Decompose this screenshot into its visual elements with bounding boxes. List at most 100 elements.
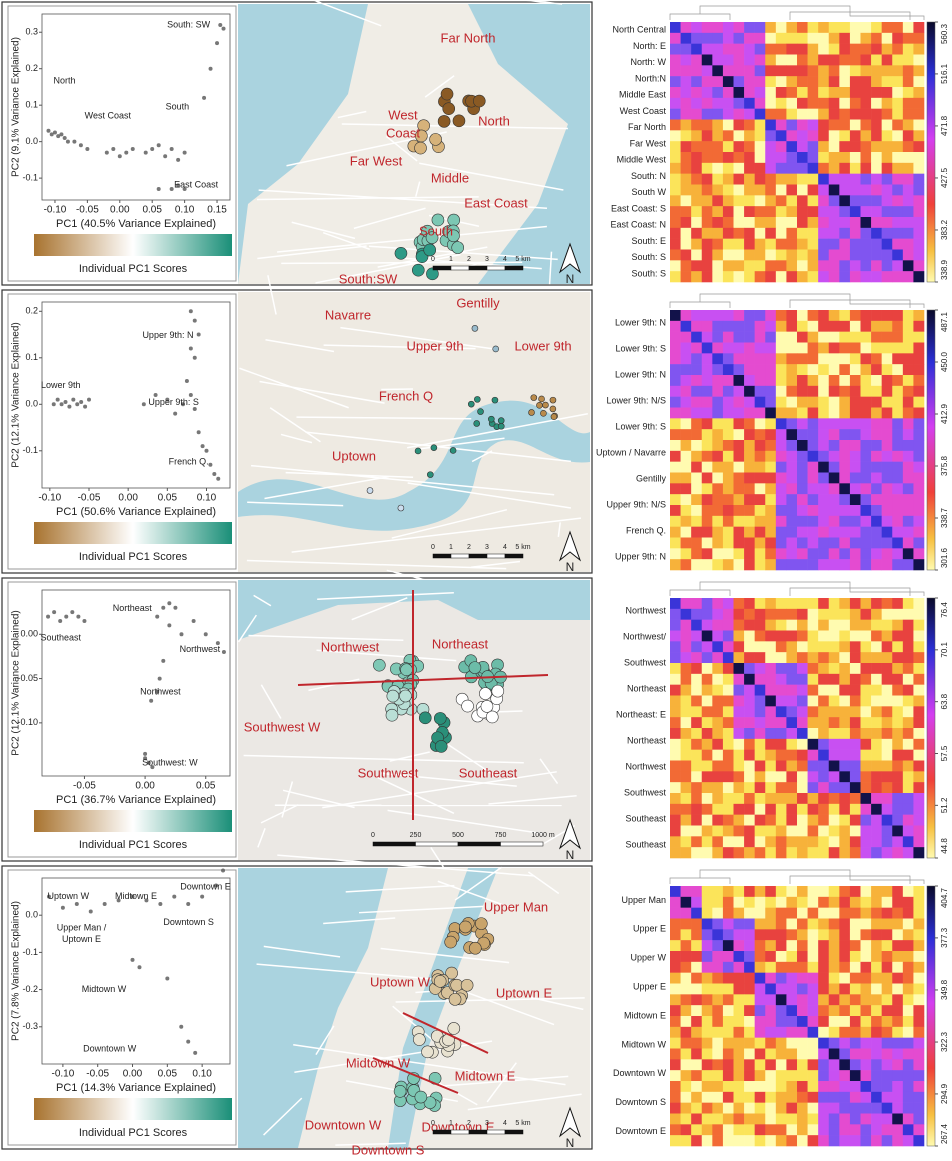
heatmap-cell — [861, 310, 872, 321]
heatmap-cell — [734, 332, 745, 343]
point — [111, 147, 115, 151]
heatmap-cell — [882, 516, 893, 527]
heatmap-cell — [712, 353, 723, 364]
heatmap-cell — [882, 109, 893, 120]
heatmap-cell — [818, 271, 829, 282]
heatmap-cell — [765, 598, 776, 609]
heatmap-cell — [734, 451, 745, 462]
heatmap-cell — [691, 55, 702, 66]
heatmap-cell — [776, 321, 787, 332]
heatmap-cell — [892, 1027, 903, 1038]
heatmap-cell — [776, 152, 787, 163]
heatmap-cell — [850, 994, 861, 1005]
heatmap-cell — [786, 815, 797, 826]
heatmap-cell — [903, 206, 914, 217]
heatmap-cell — [913, 195, 924, 206]
heatmap-cell — [765, 310, 776, 321]
heatmap-cell — [765, 1081, 776, 1092]
heatmap-cell — [691, 951, 702, 962]
heatmap-cell — [734, 609, 745, 620]
heatmap-cell — [712, 22, 723, 33]
heatmap-cell — [871, 1005, 882, 1016]
heatmap-cell — [808, 462, 819, 473]
heatmap-cell — [882, 44, 893, 55]
colorbar-label: Individual PC1 Scores — [79, 839, 188, 851]
heatmap-cell — [850, 386, 861, 397]
x-axis-label: PC1 (36.7% Variance Explained) — [56, 794, 216, 806]
heatmap-cell — [892, 397, 903, 408]
north-label: N — [566, 1136, 575, 1150]
heatmap-cell — [734, 505, 745, 516]
heatmap-cell — [786, 321, 797, 332]
heatmap-cell — [702, 973, 713, 984]
heatmap-cell — [691, 919, 702, 930]
heatmap-cell — [818, 1124, 829, 1135]
heatmap-cell — [829, 598, 840, 609]
heatmap-cell — [702, 22, 713, 33]
heatmap-cell — [850, 353, 861, 364]
heatmap-cell — [681, 919, 692, 930]
heatmap-cell — [776, 33, 787, 44]
heatmap-cell — [776, 44, 787, 55]
heatmap-cell — [755, 750, 766, 761]
heatmap-cell — [712, 1016, 723, 1027]
heatmap-cell — [712, 228, 723, 239]
heatmap-cell — [691, 527, 702, 538]
heatmap-cell — [797, 826, 808, 837]
heatmap-cell — [702, 1005, 713, 1016]
heatmap-cell — [786, 728, 797, 739]
heatmap-cell — [744, 375, 755, 386]
heatmap-cell — [913, 663, 924, 674]
row-label: South: N — [631, 171, 666, 181]
heatmap-cell — [829, 994, 840, 1005]
heatmap-cell — [712, 1049, 723, 1060]
heatmap-cell — [808, 815, 819, 826]
heatmap-cell — [892, 1038, 903, 1049]
heatmap-cell — [892, 271, 903, 282]
heatmap-cell — [808, 217, 819, 228]
heatmap-cell — [670, 826, 681, 837]
heatmap-cell — [776, 174, 787, 185]
heatmap-cell — [829, 962, 840, 973]
heatmap-cell — [871, 1027, 882, 1038]
heatmap-cell — [839, 609, 850, 620]
heatmap-cell — [681, 250, 692, 261]
heatmap-cell — [765, 22, 776, 33]
scale-segment — [416, 842, 459, 846]
heatmap-cell — [913, 951, 924, 962]
heatmap-cell — [808, 239, 819, 250]
map-label: Navarre — [325, 307, 371, 322]
heatmap-cell — [850, 44, 861, 55]
heatmap-cell — [871, 353, 882, 364]
heatmap-cell — [913, 141, 924, 152]
heatmap-cell — [712, 897, 723, 908]
heatmap-cell — [850, 516, 861, 527]
heatmap-cell — [723, 397, 734, 408]
heatmap-cell — [744, 1016, 755, 1027]
heatmap-cell — [892, 1135, 903, 1146]
heatmap-cell — [861, 174, 872, 185]
heatmap-cell — [861, 65, 872, 76]
heatmap-cell — [755, 717, 766, 728]
sample-dot — [540, 410, 546, 416]
heatmap-cell — [702, 483, 713, 494]
heatmap-cell — [861, 1005, 872, 1016]
heatmap-cell — [681, 793, 692, 804]
heatmap-cell — [892, 984, 903, 995]
heatmap-cell — [691, 696, 702, 707]
heatmap-cell — [808, 696, 819, 707]
heatmap-cell — [871, 548, 882, 559]
heatmap-cell — [712, 1092, 723, 1103]
heatmap-cell — [702, 494, 713, 505]
heatmap-cell — [670, 1081, 681, 1092]
heatmap-cell — [670, 271, 681, 282]
heatmap-cell — [755, 386, 766, 397]
heatmap-cell — [808, 332, 819, 343]
heatmap-cell — [829, 1114, 840, 1125]
heatmap-cell — [808, 631, 819, 642]
heatmap-cell — [829, 228, 840, 239]
heatmap-cell — [892, 120, 903, 131]
heatmap-cell — [734, 1114, 745, 1125]
heatmap-cell — [892, 685, 903, 696]
heatmap-cell — [913, 962, 924, 973]
